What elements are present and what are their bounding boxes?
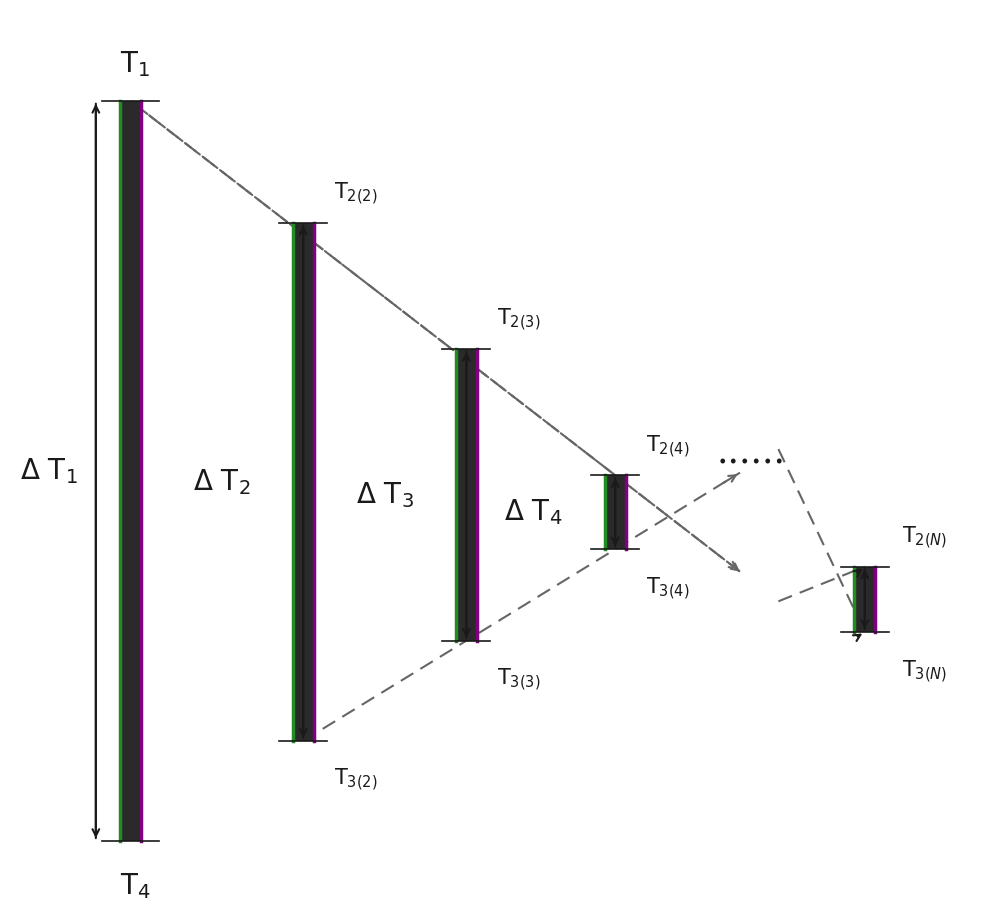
Text: T$_{3(4)}$: T$_{3(4)}$ — [646, 575, 690, 602]
FancyBboxPatch shape — [854, 567, 875, 632]
FancyBboxPatch shape — [456, 349, 477, 640]
FancyBboxPatch shape — [293, 223, 314, 741]
Text: T$_{3(3)}$: T$_{3(3)}$ — [497, 667, 541, 693]
FancyBboxPatch shape — [120, 101, 141, 841]
Text: ......: ...... — [717, 436, 786, 471]
Text: T$_{2(N)}$: T$_{2(N)}$ — [902, 524, 947, 551]
Text: $\Delta$ T$_3$: $\Delta$ T$_3$ — [356, 480, 414, 510]
Text: T$_{3(2)}$: T$_{3(2)}$ — [334, 767, 378, 794]
Text: $\Delta$ T$_4$: $\Delta$ T$_4$ — [504, 497, 563, 527]
Text: T$_1$: T$_1$ — [120, 49, 150, 79]
Text: T$_{2(2)}$: T$_{2(2)}$ — [334, 180, 378, 207]
FancyBboxPatch shape — [605, 475, 626, 550]
Text: T$_{3(N)}$: T$_{3(N)}$ — [902, 658, 947, 685]
Text: T$_{2(4)}$: T$_{2(4)}$ — [646, 434, 690, 460]
Text: $\Delta$ T$_1$: $\Delta$ T$_1$ — [20, 456, 78, 486]
Text: $\Delta$ T$_2$: $\Delta$ T$_2$ — [193, 467, 250, 497]
Text: T$_{2(3)}$: T$_{2(3)}$ — [497, 307, 541, 334]
Text: T$_4$: T$_4$ — [120, 872, 151, 902]
